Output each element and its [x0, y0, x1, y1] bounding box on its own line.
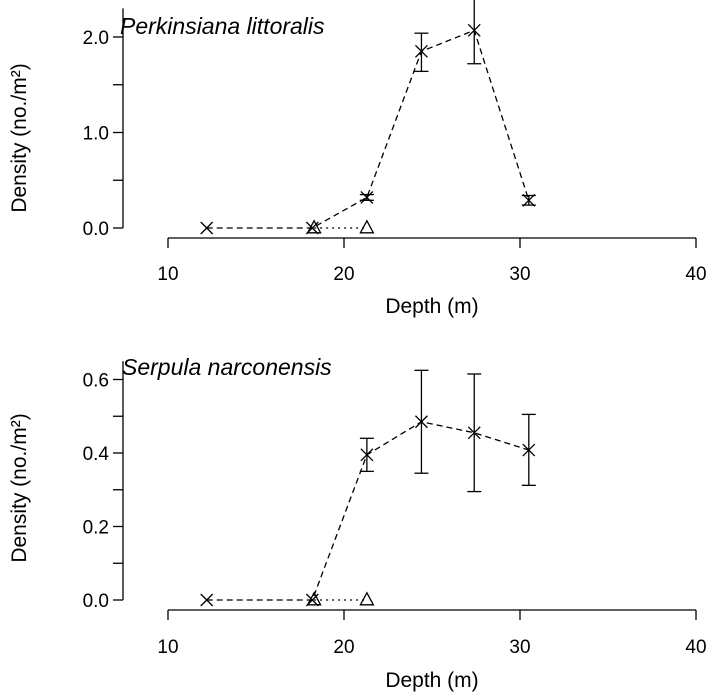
- series-line-0: [206, 29, 530, 229]
- data-point-x: [360, 190, 374, 204]
- x-axis-title: Depth (m): [385, 295, 478, 318]
- series-line-0: [206, 421, 529, 601]
- error-bar: [414, 32, 429, 73]
- data-point-x: [467, 23, 481, 37]
- data-point-x: [360, 448, 374, 462]
- y-tick-label: 0.0: [83, 591, 109, 612]
- data-point-triangle: [359, 591, 375, 606]
- y-tick-label: 1.0: [83, 124, 109, 145]
- x-tick-label: 20: [333, 264, 354, 285]
- data-point-x: [414, 44, 428, 58]
- y-tick-label: 0.2: [83, 518, 109, 539]
- data-point-x: [522, 193, 536, 207]
- x-tick-label: 40: [685, 264, 706, 285]
- y-tick-label: 0.4: [83, 444, 110, 465]
- y-axis-title: Density (no./m²): [8, 63, 31, 212]
- data-point-x: [414, 415, 428, 429]
- x-tick-label: 40: [685, 637, 706, 658]
- y-axis-title: Density (no./m²): [8, 413, 31, 562]
- data-point-x: [467, 426, 481, 440]
- x-tick-label: 10: [157, 637, 178, 658]
- x-tick-label: 20: [333, 637, 354, 658]
- data-point-triangle: [306, 219, 322, 234]
- y-tick-label: 0.0: [83, 219, 109, 240]
- panel-serpula: Serpula narconensis 10 20 30 40 Depth (m) 0.0 0…: [8, 354, 707, 692]
- chart-title: Perkinsiana littoralis: [120, 13, 325, 39]
- y-tick-label: 2.0: [83, 28, 109, 49]
- x-tick-label: 10: [157, 264, 178, 285]
- panel-perkinsiana: Perkinsiana littoralis 10 20 30 40 Depth (m) 0…: [8, 0, 707, 318]
- y-tick-label: 0.6: [83, 371, 109, 392]
- data-point-triangle: [306, 591, 322, 606]
- chart-title: Serpula narconensis: [122, 354, 332, 380]
- data-point-triangle: [359, 219, 375, 234]
- x-axis-title: Depth (m): [385, 669, 478, 692]
- data-point-x: [200, 221, 214, 235]
- x-tick-label: 30: [509, 637, 530, 658]
- data-point-x: [200, 593, 214, 607]
- data-point-x: [522, 443, 536, 457]
- x-tick-label: 30: [509, 264, 530, 285]
